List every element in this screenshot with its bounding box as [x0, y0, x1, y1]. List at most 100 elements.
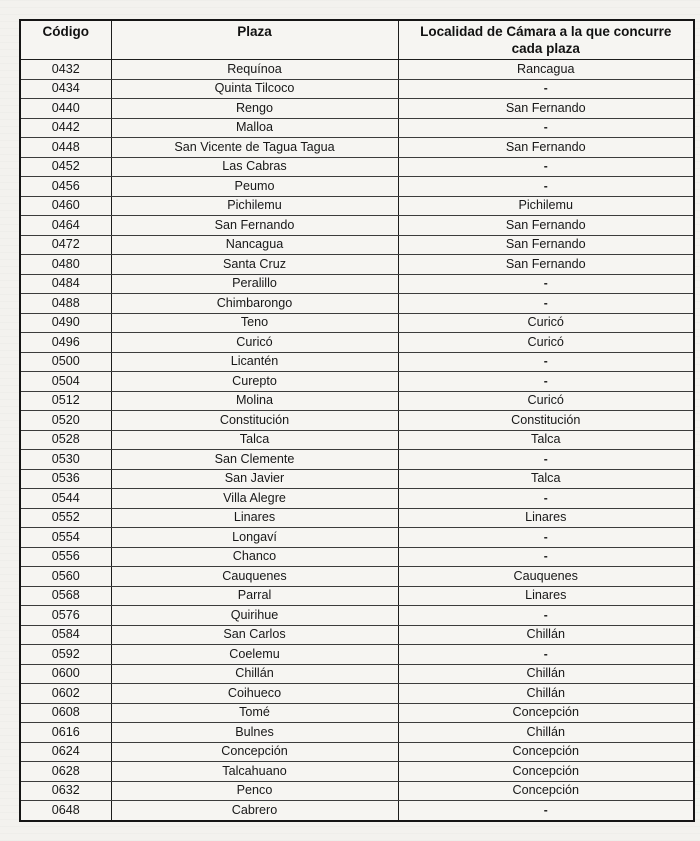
- table-row: 0496 Curicó Curicó: [19, 332, 695, 353]
- table-row: 0560 Cauquenes Cauquenes: [19, 566, 695, 587]
- table-row: 0554 Longaví -: [19, 527, 695, 548]
- localidad-cell: Curicó: [397, 332, 695, 353]
- table-row: 0512 Molina Curicó: [19, 390, 695, 411]
- localidad-cell: -: [397, 293, 695, 314]
- table-row: 0648 Cabrero -: [19, 800, 695, 821]
- plaza-cell: Curepto: [110, 371, 399, 392]
- localidad-cell: -: [397, 527, 695, 548]
- localidad-cell: -: [397, 449, 695, 470]
- plaza-cell: Coelemu: [110, 644, 399, 665]
- localidad-cell: Chillán: [397, 663, 695, 684]
- plaza-cell: Coihueco: [110, 683, 399, 704]
- localidad-cell: -: [397, 605, 695, 626]
- localidad-cell: -: [397, 488, 695, 509]
- plaza-cell: San Vicente de Tagua Tagua: [110, 137, 399, 158]
- table-row: 0556 Chanco -: [19, 546, 695, 567]
- plaza-cell: Molina: [110, 390, 399, 411]
- localidad-cell: Concepción: [397, 702, 695, 723]
- table-row: 0452 Las Cabras -: [19, 156, 695, 177]
- plaza-cell: Peumo: [110, 176, 399, 197]
- localidad-cell: -: [397, 78, 695, 99]
- table-row: 0504 Curepto -: [19, 371, 695, 392]
- table-body: 0432 Requínoa Rancagua 0434 Quinta Tilco…: [19, 59, 695, 821]
- localidad-cell: Talca: [397, 468, 695, 489]
- table-row: 0536 San Javier Talca: [19, 468, 695, 489]
- plaza-cell: Rengo: [110, 98, 399, 119]
- table-row: 0616 Bulnes Chillán: [19, 722, 695, 743]
- localidad-cell: -: [397, 546, 695, 567]
- localidad-cell: Cauquenes: [397, 566, 695, 587]
- code-cell: 0554: [19, 527, 112, 548]
- localidad-cell: Curicó: [397, 390, 695, 411]
- code-cell: 0628: [19, 761, 112, 782]
- table-row: 0448 San Vicente de Tagua Tagua San Fern…: [19, 137, 695, 158]
- table-row: 0530 San Clemente -: [19, 449, 695, 470]
- localidad-cell: -: [397, 644, 695, 665]
- table-row: 0472 Nancagua San Fernando: [19, 234, 695, 255]
- plaza-cell: Villa Alegre: [110, 488, 399, 509]
- code-cell: 0624: [19, 741, 112, 762]
- plaza-cell: Parral: [110, 585, 399, 606]
- code-cell: 0490: [19, 312, 112, 333]
- localidad-cell: San Fernando: [397, 215, 695, 236]
- header-cell-plaza: Plaza: [110, 19, 399, 60]
- localidad-cell: Rancagua: [397, 59, 695, 80]
- localidad-cell: -: [397, 176, 695, 197]
- table-row: 0600 Chillán Chillán: [19, 663, 695, 684]
- table-row: 0602 Coihueco Chillán: [19, 683, 695, 704]
- localidad-cell: -: [397, 351, 695, 372]
- code-cell: 0552: [19, 507, 112, 528]
- code-cell: 0496: [19, 332, 112, 353]
- plaza-cell: Cauquenes: [110, 566, 399, 587]
- code-cell: 0442: [19, 117, 112, 138]
- plaza-cell: Talcahuano: [110, 761, 399, 782]
- plaza-cell: Cabrero: [110, 800, 399, 821]
- code-cell: 0560: [19, 566, 112, 587]
- code-cell: 0448: [19, 137, 112, 158]
- localidad-cell: Talca: [397, 429, 695, 450]
- code-cell: 0520: [19, 410, 112, 431]
- table-row: 0520 Constitución Constitución: [19, 410, 695, 431]
- plaza-cell: San Javier: [110, 468, 399, 489]
- code-cell: 0556: [19, 546, 112, 567]
- plaza-cell: Requínoa: [110, 59, 399, 80]
- code-cell: 0472: [19, 234, 112, 255]
- plaza-cell: Constitución: [110, 410, 399, 431]
- table-row: 0544 Villa Alegre -: [19, 488, 695, 509]
- table-row: 0500 Licantén -: [19, 351, 695, 372]
- plaza-cell: Peralillo: [110, 273, 399, 294]
- table-row: 0464 San Fernando San Fernando: [19, 215, 695, 236]
- table-row: 0624 Concepción Concepción: [19, 741, 695, 762]
- localidad-cell: -: [397, 800, 695, 821]
- code-cell: 0568: [19, 585, 112, 606]
- localidad-cell: Pichilemu: [397, 195, 695, 216]
- table-row: 0628 Talcahuano Concepción: [19, 761, 695, 782]
- table-row: 0528 Talca Talca: [19, 429, 695, 450]
- code-cell: 0544: [19, 488, 112, 509]
- code-cell: 0512: [19, 390, 112, 411]
- code-cell: 0488: [19, 293, 112, 314]
- plaza-cell: Concepción: [110, 741, 399, 762]
- header-cell-localidad: Localidad de Cámara a la que concurre ca…: [397, 19, 695, 60]
- localidad-cell: San Fernando: [397, 137, 695, 158]
- plaza-cell: Licantén: [110, 351, 399, 372]
- code-cell: 0592: [19, 644, 112, 665]
- plaza-cell: Nancagua: [110, 234, 399, 255]
- table-row: 0608 Tomé Concepción: [19, 702, 695, 723]
- table-row: 0432 Requínoa Rancagua: [19, 59, 695, 80]
- plaza-cell: Penco: [110, 780, 399, 801]
- plaza-cell: Santa Cruz: [110, 254, 399, 275]
- code-cell: 0464: [19, 215, 112, 236]
- code-cell: 0432: [19, 59, 112, 80]
- code-cell: 0504: [19, 371, 112, 392]
- code-cell: 0600: [19, 663, 112, 684]
- plaza-cell: Talca: [110, 429, 399, 450]
- code-cell: 0484: [19, 273, 112, 294]
- table-row: 0440 Rengo San Fernando: [19, 98, 695, 119]
- plaza-cell: Pichilemu: [110, 195, 399, 216]
- plaza-cell: Chimbarongo: [110, 293, 399, 314]
- code-cell: 0530: [19, 449, 112, 470]
- localidad-cell: Linares: [397, 585, 695, 606]
- localidad-cell: Concepción: [397, 761, 695, 782]
